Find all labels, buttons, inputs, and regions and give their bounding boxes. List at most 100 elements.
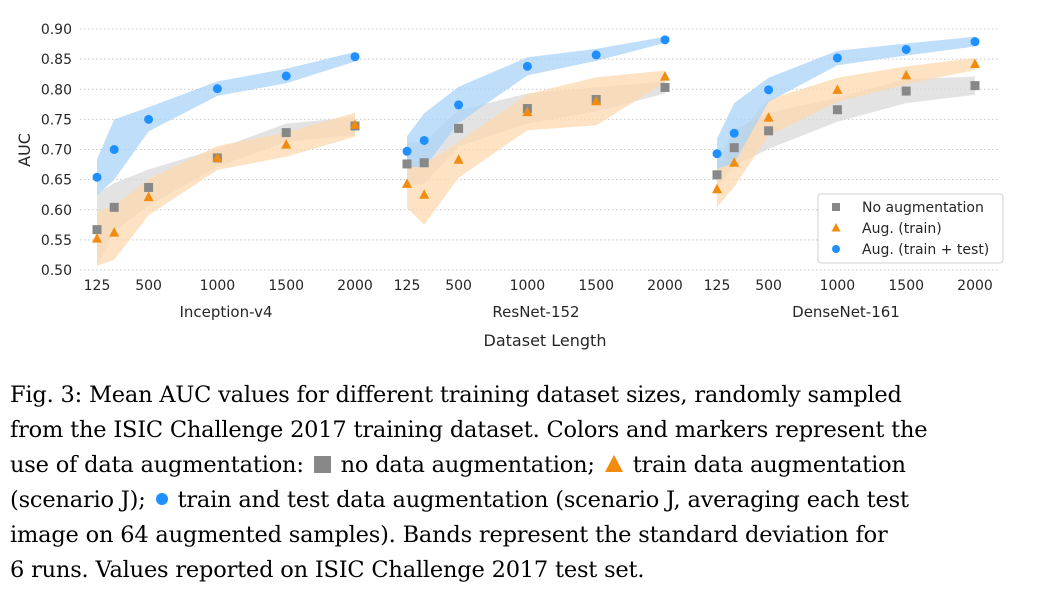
- point-aug-train-panel-2: [660, 71, 670, 81]
- point-no-aug-panel-3: [712, 170, 722, 180]
- point-aug-train-test-panel-2: [454, 100, 464, 110]
- point-aug-train-panel-3: [970, 58, 980, 68]
- point-aug-train-panel-1: [92, 233, 102, 243]
- panel-label: ResNet-152: [492, 303, 579, 321]
- x-tick-label: 125: [704, 278, 731, 294]
- point-aug-train-test-panel-3: [832, 53, 842, 63]
- point-no-aug-panel-2: [660, 82, 670, 92]
- x-tick-label: 2000: [337, 278, 373, 294]
- x-tick-label: 1000: [820, 278, 856, 294]
- point-aug-train-test-panel-1: [281, 71, 291, 81]
- point-no-aug-panel-3: [729, 143, 739, 153]
- point-no-aug-panel-1: [92, 225, 102, 235]
- point-aug-train-test-panel-3: [764, 85, 774, 95]
- orange-triangle-icon: [604, 455, 623, 472]
- y-axis-label: AUC: [15, 133, 34, 167]
- point-aug-train-test-panel-3: [970, 37, 980, 47]
- caption-line-3: use of data augmentation: no data augmen…: [10, 448, 1020, 483]
- x-tick-label: 1500: [268, 278, 304, 294]
- point-aug-train-panel-3: [832, 84, 843, 94]
- point-aug-train-panel-3: [901, 69, 912, 80]
- point-no-aug-panel-1: [281, 128, 291, 138]
- point-aug-train-panel-2: [419, 189, 430, 199]
- auc-chart: 0.50 0.55 0.60 0.65 0.70 0.75 0.80 0.85 0.90 AUC 1…: [15, 22, 1004, 350]
- point-no-aug-panel-3: [970, 81, 980, 91]
- point-no-aug-panel-3: [901, 86, 911, 96]
- caption-line-4-post: train and test data augmentation (scenar…: [177, 487, 909, 513]
- point-aug-train-panel-1: [281, 139, 292, 149]
- auc-figure: 0.50 0.55 0.60 0.65 0.70 0.75 0.80 0.85 0.90 AUC 1…: [15, 22, 1004, 350]
- x-tick-label: 2000: [957, 278, 993, 294]
- caption-line-3-pre: use of data augmentation:: [10, 452, 304, 478]
- legend-label: Aug. (train + test): [862, 242, 989, 258]
- x-tick-label: 125: [84, 278, 111, 294]
- x-tick-label: 1500: [578, 278, 614, 294]
- point-aug-train-panel-2: [453, 154, 464, 164]
- x-tick-label: 2000: [647, 278, 683, 294]
- point-aug-train-test-panel-2: [660, 35, 670, 45]
- point-aug-train-test-panel-2: [402, 146, 412, 156]
- caption-line-3-post: train data augmentation: [632, 452, 906, 478]
- x-tick-label: 1000: [510, 278, 546, 294]
- point-no-aug-panel-1: [144, 182, 154, 192]
- point-no-aug-panel-3: [832, 105, 842, 115]
- y-tick-label: 0.80: [41, 82, 72, 98]
- y-tick-label: 0.90: [41, 22, 72, 38]
- point-aug-train-panel-3: [712, 183, 722, 194]
- band-aug-train-panel-2: [407, 70, 665, 225]
- x-tick-label: 500: [445, 278, 472, 294]
- point-aug-train-test-panel-2: [591, 50, 601, 60]
- caption-line-3-mid: no data augmentation;: [340, 452, 595, 478]
- y-tick-label: 0.60: [41, 203, 72, 219]
- point-aug-train-test-panel-1: [144, 114, 154, 124]
- band-aug-train-test-panel-3: [717, 36, 975, 169]
- point-aug-train-panel-1: [143, 191, 154, 202]
- legend-label: No augmentation: [862, 200, 984, 216]
- panel-label: Inception-v4: [179, 303, 272, 321]
- x-tick-label: 1500: [888, 278, 924, 294]
- point-aug-train-panel-1: [350, 119, 360, 129]
- point-aug-train-test-panel-3: [729, 128, 739, 138]
- y-tick-label: 0.65: [41, 173, 72, 189]
- point-no-aug-panel-2: [402, 159, 412, 169]
- x-tick-label: 1000: [200, 278, 236, 294]
- point-no-aug-panel-2: [454, 123, 464, 133]
- caption-line-5: image on 64 augmented samples). Bands re…: [10, 522, 888, 548]
- point-no-aug-panel-2: [419, 158, 429, 168]
- point-aug-train-panel-3: [729, 157, 740, 167]
- figure-caption: Fig. 3: Mean AUC values for different tr…: [10, 378, 1020, 588]
- legend-marker-aug-train: [831, 223, 841, 232]
- point-aug-train-panel-1: [212, 152, 223, 162]
- point-aug-train-test-panel-1: [350, 52, 360, 62]
- point-aug-train-test-panel-3: [712, 149, 722, 159]
- blue-dot-icon: [155, 493, 168, 505]
- panel-label: DenseNet-161: [792, 303, 900, 321]
- caption-line-2: from the ISIC Challenge 2017 training da…: [10, 417, 928, 443]
- legend-marker-aug-train-test: [832, 245, 840, 253]
- x-tick-label: 125: [394, 278, 421, 294]
- y-tick-label: 0.70: [41, 143, 72, 159]
- point-no-aug-panel-1: [109, 202, 119, 212]
- y-tick-label: 0.85: [41, 52, 72, 68]
- point-aug-train-panel-2: [402, 178, 412, 188]
- y-tick-label: 0.50: [41, 263, 72, 279]
- point-aug-train-test-panel-2: [419, 135, 429, 145]
- point-aug-train-panel-2: [522, 106, 533, 117]
- gray-square-icon: [313, 456, 331, 473]
- point-no-aug-panel-3: [764, 126, 774, 136]
- legend-label: Aug. (train): [862, 221, 942, 237]
- band-aug-train-panel-1: [97, 112, 355, 266]
- point-aug-train-test-panel-1: [92, 172, 102, 182]
- point-aug-train-test-panel-2: [522, 61, 532, 71]
- x-axis-label: Dataset Length: [484, 331, 607, 350]
- point-aug-train-panel-2: [591, 95, 602, 106]
- point-aug-train-panel-1: [109, 227, 120, 237]
- caption-line-4-pre: (scenario J);: [10, 487, 146, 513]
- y-tick-label: 0.75: [41, 112, 72, 128]
- legend-box: [817, 193, 1004, 264]
- point-aug-train-test-panel-1: [109, 145, 119, 154]
- point-aug-train-test-panel-3: [901, 44, 911, 54]
- x-tick-label: 500: [755, 278, 782, 294]
- legend-marker-no-aug: [832, 203, 840, 211]
- caption-line-1: Fig. 3: Mean AUC values for different tr…: [10, 382, 902, 408]
